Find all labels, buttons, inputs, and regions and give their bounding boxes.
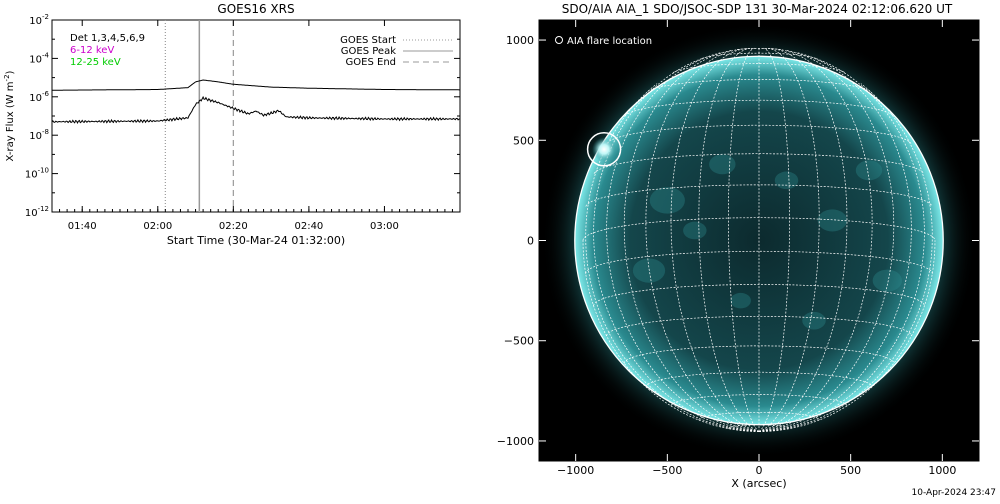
aia-grid-meridian bbox=[758, 50, 895, 432]
aia-grid-meridian bbox=[670, 48, 760, 432]
goes-event-lines bbox=[164, 20, 234, 212]
aia-grid-meridian bbox=[758, 48, 848, 432]
goes-y-tick-label-exp: -4 bbox=[42, 51, 50, 59]
aia-grid-meridian bbox=[758, 51, 912, 432]
goes-y-tick-label-exp: -12 bbox=[38, 205, 49, 213]
goes-y-tick-label-base: 10 bbox=[29, 54, 42, 65]
goes-y-axis-label: X-ray Flux (W m-2) bbox=[3, 70, 16, 161]
aia-x-tick-label: 500 bbox=[840, 464, 861, 477]
aia-grid-parallel bbox=[728, 424, 790, 429]
aia-grid-meridian bbox=[623, 50, 760, 432]
goes-y-tick-label: 10-6 bbox=[29, 90, 49, 104]
goes-y-tick-label-base: 10 bbox=[29, 16, 42, 27]
aia-legend-marker-icon bbox=[555, 36, 563, 44]
aia-active-region bbox=[802, 311, 826, 330]
goes-detectors-label: Det 1,3,4,5,6,9 bbox=[70, 33, 145, 44]
aia-x-tick-label: −500 bbox=[652, 464, 682, 477]
aia-grid-parallel bbox=[606, 315, 912, 337]
goes-x-axis: 01:40 02:00 02:20 02:40 03:00 bbox=[59, 20, 461, 232]
goes-legend: GOES Start GOES Peak GOES End bbox=[340, 35, 453, 68]
aia-x-tick-label: −1000 bbox=[557, 464, 594, 477]
goes-x-tick-label: 01:40 bbox=[68, 221, 97, 232]
goes-series bbox=[52, 79, 460, 124]
goes-y-tick-label: 10-10 bbox=[25, 167, 49, 181]
aia-y-tick-label: −500 bbox=[504, 335, 534, 348]
aia-y-tick-label: 0 bbox=[527, 235, 534, 248]
aia-sun-image bbox=[541, 23, 977, 458]
aia-grid-meridian bbox=[758, 48, 873, 432]
aia-grid-meridian bbox=[758, 47, 820, 432]
goes-y-tick-label-exp: -10 bbox=[38, 167, 49, 175]
footer-timestamp: 10-Apr-2024 23:47 bbox=[912, 488, 996, 498]
aia-y-tick-label: 500 bbox=[513, 134, 534, 147]
goes-series-label-high: 12-25 keV bbox=[70, 57, 121, 68]
aia-y-tick-label: 1000 bbox=[506, 34, 534, 47]
aia-x-axis-label: X (arcsec) bbox=[731, 477, 786, 490]
aia-grid-meridian bbox=[585, 83, 760, 432]
aia-flare-location-circle bbox=[586, 132, 622, 167]
aia-x-axis: −1000 −500 0 500 1000 bbox=[557, 20, 956, 477]
goes-y-tick-label-base: 10 bbox=[29, 93, 42, 104]
aia-grid-meridian bbox=[698, 47, 760, 432]
goes-y-tick-label-exp: -8 bbox=[42, 128, 49, 136]
goes-y-tick-label: 10-12 bbox=[25, 205, 49, 219]
legend-goes-start-label: GOES Start bbox=[340, 35, 396, 46]
aia-flare-brightening bbox=[592, 137, 617, 162]
goes-y-tick-label-base: 10 bbox=[25, 208, 38, 219]
legend-goes-end-label: GOES End bbox=[346, 57, 396, 68]
aia-limb-outline bbox=[574, 55, 944, 426]
goes-series-line-low bbox=[52, 79, 460, 91]
goes-x-tick-label: 03:00 bbox=[370, 221, 399, 232]
aia-image-panel: SDO/AIA AIA_1 SDO/JSOC-SDP 131 30-Mar-20… bbox=[497, 2, 980, 490]
goes-y-tick-label: 10-8 bbox=[29, 128, 49, 142]
aia-grid-meridian bbox=[593, 57, 760, 432]
aia-solar-disk bbox=[574, 56, 944, 425]
goes-y-tick-label: 10-4 bbox=[29, 51, 49, 65]
goes-y-tick-label-exp: -6 bbox=[42, 90, 50, 98]
aia-legend-label: AIA flare location bbox=[567, 36, 652, 47]
aia-legend: AIA flare location bbox=[555, 36, 652, 47]
goes-title: GOES16 XRS bbox=[217, 2, 294, 16]
aia-x-tick-label: 0 bbox=[756, 464, 763, 477]
goes-y-tick-label-base: 10 bbox=[29, 131, 42, 142]
aia-grid-meridian bbox=[758, 83, 933, 432]
goes-y-tick-label-exp: -2 bbox=[42, 13, 49, 21]
aia-grid-meridian bbox=[645, 48, 760, 432]
aia-grid-parallel bbox=[593, 153, 925, 174]
aia-active-region bbox=[649, 187, 685, 214]
goes-x-axis-label: Start Time (30-Mar-24 01:32:00) bbox=[167, 234, 345, 247]
aia-disk-texture bbox=[632, 154, 902, 330]
aia-grid-meridian bbox=[606, 51, 760, 432]
aia-y-axis: 1000 500 0 −500 −1000 bbox=[497, 34, 979, 448]
aia-active-region bbox=[855, 160, 883, 181]
aia-grid-parallel bbox=[647, 79, 871, 92]
aia-title: SDO/AIA AIA_1 SDO/JSOC-SDP 131 30-Mar-20… bbox=[562, 2, 953, 16]
goes-y-axis-label-exp: -2 bbox=[3, 74, 11, 81]
goes-x-tick-label: 02:20 bbox=[219, 221, 248, 232]
goes-series-label-low: 6-12 keV bbox=[70, 45, 114, 56]
aia-grid-meridian bbox=[758, 57, 925, 432]
aia-active-region bbox=[872, 269, 902, 292]
goes-x-tick-label: 02:00 bbox=[143, 221, 172, 232]
aia-x-tick-label: 1000 bbox=[928, 464, 956, 477]
goes-y-tick-label: 10-2 bbox=[29, 13, 49, 27]
aia-active-region bbox=[730, 292, 751, 309]
aia-grid-meridian bbox=[728, 47, 760, 432]
goes-y-axis-label-close: ) bbox=[5, 70, 16, 74]
legend-goes-peak-label: GOES Peak bbox=[341, 46, 396, 57]
goes-series-line-high bbox=[52, 95, 460, 124]
aia-y-tick-label: −1000 bbox=[497, 435, 534, 448]
aia-grid-meridian bbox=[758, 47, 790, 432]
goes-y-tick-label-base: 10 bbox=[25, 170, 38, 181]
aia-active-region bbox=[683, 221, 707, 240]
goes-y-axis-label-main: X-ray Flux (W m bbox=[5, 81, 16, 161]
aia-active-region bbox=[817, 209, 847, 232]
aia-active-region bbox=[774, 171, 799, 190]
goes-x-tick-label: 02:40 bbox=[294, 221, 323, 232]
aia-active-region bbox=[709, 154, 736, 175]
